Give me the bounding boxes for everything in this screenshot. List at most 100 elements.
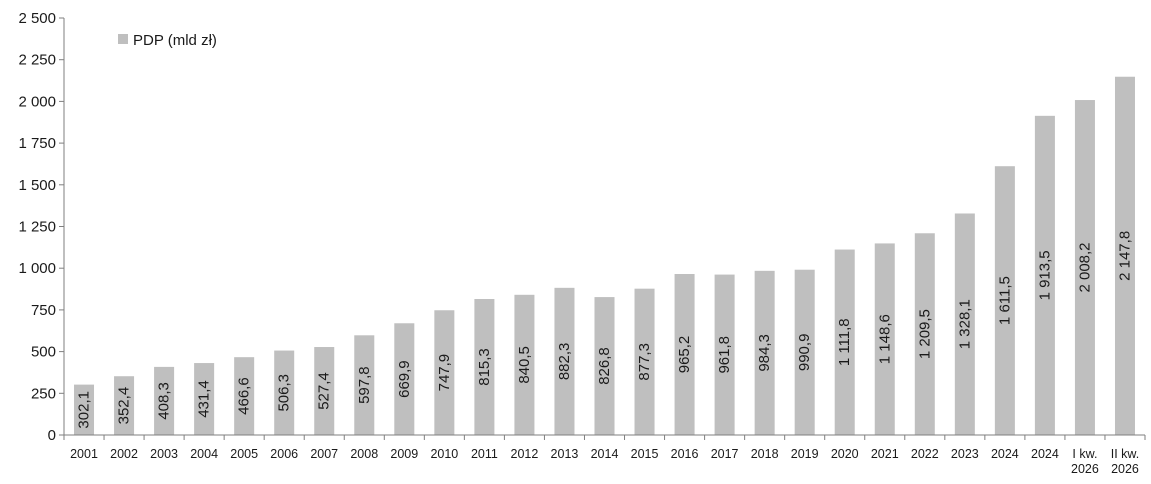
bar (1074, 100, 1095, 436)
y-tick-label: 250 (31, 385, 56, 402)
data-label: 506,3 (276, 374, 293, 412)
bar (674, 274, 695, 435)
data-label: 2 147,8 (1116, 231, 1133, 281)
x-tick-label: 2020 (831, 447, 859, 461)
data-label: 1 328,1 (956, 299, 973, 349)
x-tick-label: 2022 (911, 447, 939, 461)
data-label: 302,1 (76, 391, 93, 429)
x-tick-label: 2012 (511, 447, 539, 461)
y-tick-label: 2 500 (18, 10, 56, 27)
data-label: 826,8 (596, 347, 613, 385)
x-tick-label: I kw. 2026 (1071, 447, 1099, 476)
bar (314, 347, 335, 435)
x-tick-label: 2019 (791, 447, 819, 461)
x-tick-label: 2018 (751, 447, 779, 461)
bar (114, 376, 135, 435)
x-tick-label: 2007 (310, 447, 338, 461)
legend: PDP (mld zł) (118, 32, 217, 49)
y-tick-label: 750 (31, 302, 56, 319)
bar (154, 366, 175, 435)
bar (194, 363, 215, 435)
data-label: 1 611,5 (996, 276, 1013, 325)
data-label: 990,9 (796, 334, 813, 372)
bar (554, 287, 575, 435)
data-label: 1 148,6 (876, 314, 893, 364)
y-tick-label: 1 250 (18, 219, 56, 236)
x-tick-label: 2008 (350, 447, 378, 461)
x-axis-tick-labels: 2001 2002 2003 2004 2005 2006 2007 2008 2009 2010… (70, 447, 1139, 476)
bar (1034, 115, 1055, 436)
x-tick-label: 2024 (1031, 447, 1059, 461)
bar (954, 213, 975, 435)
data-label: 747,9 (436, 354, 453, 392)
data-label: 408,3 (156, 382, 173, 420)
y-tick-label: 1 500 (18, 177, 56, 194)
x-tick-label: 2004 (190, 447, 218, 461)
x-tick-label: 2023 (951, 447, 979, 461)
data-label: 815,3 (476, 348, 493, 386)
bar (634, 288, 655, 435)
data-label: 1 913,5 (1036, 250, 1053, 300)
x-tick-label: 2017 (711, 447, 739, 461)
data-label: 431,4 (196, 380, 213, 418)
x-tick-label: 2001 (70, 447, 98, 461)
data-label: 882,3 (556, 343, 573, 381)
bar (474, 299, 495, 435)
bars-group (74, 76, 1135, 436)
data-label: 1 209,5 (916, 309, 933, 359)
data-label: 669,9 (396, 360, 413, 398)
data-label: 877,3 (636, 343, 653, 381)
data-label: 840,5 (516, 346, 533, 384)
y-tick-label: 2 250 (18, 52, 56, 69)
y-tick-label: 500 (31, 344, 56, 361)
bar (354, 335, 375, 435)
x-tick-label: 2009 (390, 447, 418, 461)
bar (994, 166, 1015, 436)
x-tick-label: 2013 (551, 447, 579, 461)
x-tick-label: 2014 (591, 447, 619, 461)
data-label: 466,6 (236, 377, 253, 415)
bar (434, 310, 455, 435)
bar (794, 269, 815, 435)
x-tick-label: 2011 (471, 447, 498, 461)
axes (59, 17, 1146, 440)
y-tick-label: 1 750 (18, 135, 56, 152)
x-tick-label: 2002 (110, 447, 138, 461)
y-tick-label: 1 000 (18, 260, 56, 277)
data-label: 2 008,2 (1076, 242, 1093, 292)
bar (914, 233, 935, 435)
x-tick-label: 2024 (991, 447, 1019, 461)
y-tick-label: 0 (48, 427, 56, 444)
x-tick-label: 2005 (230, 447, 258, 461)
x-tick-label: 2021 (871, 447, 899, 461)
x-tick-label: 2003 (150, 447, 178, 461)
y-axis-tick-labels: 0 250 500 750 1 000 1 250 1 500 1 750 2 000 2 250… (18, 10, 56, 444)
bar (834, 249, 855, 435)
data-label: 984,3 (756, 334, 773, 372)
x-tick-label: II kw. 2026 (1111, 447, 1139, 476)
data-label: 597,8 (356, 366, 373, 404)
data-labels-group: 302,1 352,4 408,3 431,4 466,6 506,3 527,4 597,8… (76, 231, 1134, 429)
x-tick-label: 2015 (631, 447, 659, 461)
legend-swatch (118, 34, 128, 44)
x-tick-label: 2010 (430, 447, 458, 461)
data-label: 1 111,8 (836, 318, 853, 366)
bar (594, 297, 615, 435)
x-tick-label: 2006 (270, 447, 298, 461)
bar (514, 294, 535, 435)
bar (754, 270, 775, 435)
bar (74, 384, 95, 435)
data-label: 961,8 (716, 336, 733, 374)
data-label: 965,2 (676, 336, 693, 374)
data-label: 527,4 (316, 372, 333, 410)
y-tick-label: 2 000 (18, 93, 56, 110)
bar (274, 350, 295, 435)
legend-label: PDP (mld zł) (133, 32, 217, 49)
bar (234, 357, 255, 435)
bar (394, 323, 415, 435)
bar (874, 243, 895, 435)
x-tick-label: 2016 (671, 447, 699, 461)
bar (714, 274, 735, 435)
data-label: 352,4 (116, 387, 133, 425)
